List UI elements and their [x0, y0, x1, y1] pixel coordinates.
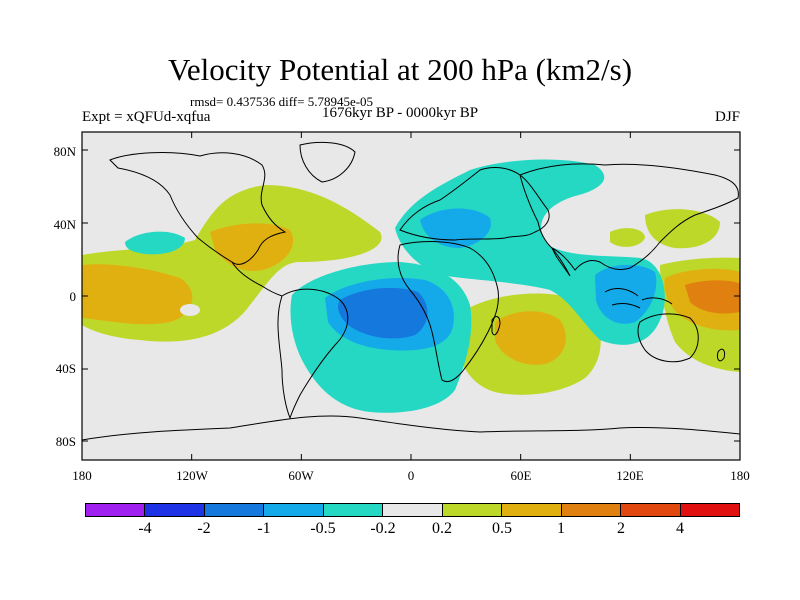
colorbar — [85, 503, 740, 517]
coast-greenland — [299, 141, 356, 183]
contour-darkorange-west-pacific — [685, 280, 740, 314]
contour-blue-south-america — [338, 287, 428, 339]
colorbar-segment — [679, 503, 740, 517]
coast-new-zealand — [717, 348, 725, 362]
lat-label: 40N — [53, 217, 76, 232]
coast-india — [551, 247, 571, 277]
lat-label: 80N — [53, 144, 76, 159]
contour-skyblue-europe — [420, 208, 491, 248]
map-title: Velocity Potential at 200 hPa (km2/s) — [167, 52, 633, 87]
lat-label: 40S — [55, 361, 76, 376]
contour-positive-japan — [610, 228, 645, 247]
period-label: 1676kyr BP - 0000kyr BP — [322, 105, 479, 121]
colorbar-label: 0.2 — [432, 520, 452, 537]
contour-orange-east-pacific — [82, 264, 193, 325]
colorbar-segment — [85, 503, 146, 517]
coast-north-america — [109, 152, 287, 265]
colorbar-segment — [441, 503, 503, 517]
colorbar-segment — [263, 503, 324, 517]
colorbar-label: 2 — [617, 520, 625, 537]
colorbar-label: -1 — [257, 520, 271, 537]
lon-label: 120E — [616, 468, 644, 483]
lon-label: 180 — [72, 468, 92, 483]
coast-indonesia — [604, 288, 673, 309]
lon-label: 0 — [407, 468, 415, 483]
coast-madagascar — [491, 316, 501, 336]
coast-central-america — [231, 261, 283, 297]
coast-south-america — [277, 288, 349, 420]
colorbar-label: 4 — [676, 520, 684, 537]
coast-africa — [397, 241, 499, 383]
lat-label: 0 — [69, 289, 77, 304]
colorbar-segment — [322, 503, 384, 517]
colorbar-segment — [382, 503, 443, 517]
axis-ticks — [81, 132, 741, 460]
lon-label: 120W — [176, 468, 208, 483]
colorbar-segment — [560, 503, 622, 517]
colorbar-segment — [203, 503, 265, 517]
contour-orange-south-africa — [495, 311, 566, 365]
lon-label: 180 — [730, 468, 750, 483]
colorbar-segment — [620, 503, 681, 517]
colorbar-label: 1 — [557, 520, 565, 537]
colorbar-label: -4 — [138, 520, 152, 537]
colorbar-label: -2 — [197, 520, 211, 537]
coast-australia — [637, 313, 699, 363]
contour-negative-pacific-small — [125, 231, 185, 255]
experiment-label: Expt = xQFUd-xqfua — [82, 109, 211, 125]
coast-europe — [399, 167, 550, 241]
season-label: DJF — [714, 109, 740, 125]
colorbar-label: 0.5 — [492, 520, 512, 537]
colorbar-label: -0.2 — [370, 520, 396, 537]
colorbar-label: -0.5 — [310, 520, 336, 537]
contour-skyblue-indonesia — [595, 264, 657, 324]
lat-label: 80S — [55, 434, 76, 449]
lon-label: 60E — [510, 468, 532, 483]
contour-neutral-hole — [180, 304, 200, 316]
colorbar-segment — [501, 503, 562, 517]
colorbar-segment — [144, 503, 205, 517]
coastlines — [82, 141, 740, 441]
stats-subtitle: rmsd= 0.437536 diff= 5.78945e-05 — [190, 94, 374, 109]
coast-antarctica — [82, 415, 740, 441]
lon-label: 60W — [288, 468, 314, 483]
